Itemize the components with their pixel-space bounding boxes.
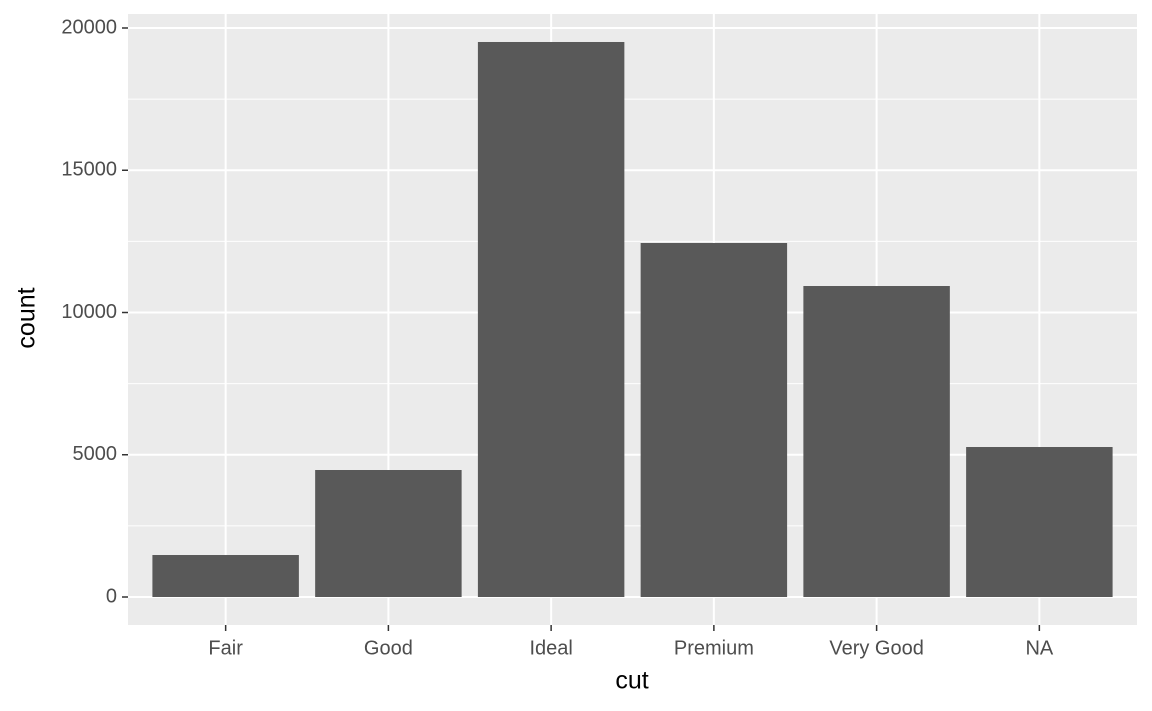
y-tick-label: 15000 [61, 159, 117, 181]
x-tick-label: NA [1025, 637, 1053, 659]
y-tick-label: 5000 [73, 443, 118, 465]
y-axis-title: count [13, 287, 41, 348]
x-axis-title: cut [615, 667, 648, 695]
y-tick-label: 20000 [61, 16, 117, 38]
x-tick-label: Good [364, 637, 413, 659]
bar [640, 242, 788, 598]
x-tick-label: Ideal [529, 637, 572, 659]
x-tick-label: Fair [208, 637, 243, 659]
bar [315, 470, 462, 598]
bar [152, 555, 299, 598]
bar [477, 41, 625, 598]
y-tick-label: 0 [106, 585, 117, 607]
y-tick-label: 10000 [61, 301, 117, 323]
bar [966, 447, 1113, 598]
x-tick-label: Very Good [829, 637, 924, 659]
bar [803, 286, 950, 598]
x-tick-label: Premium [674, 637, 754, 659]
